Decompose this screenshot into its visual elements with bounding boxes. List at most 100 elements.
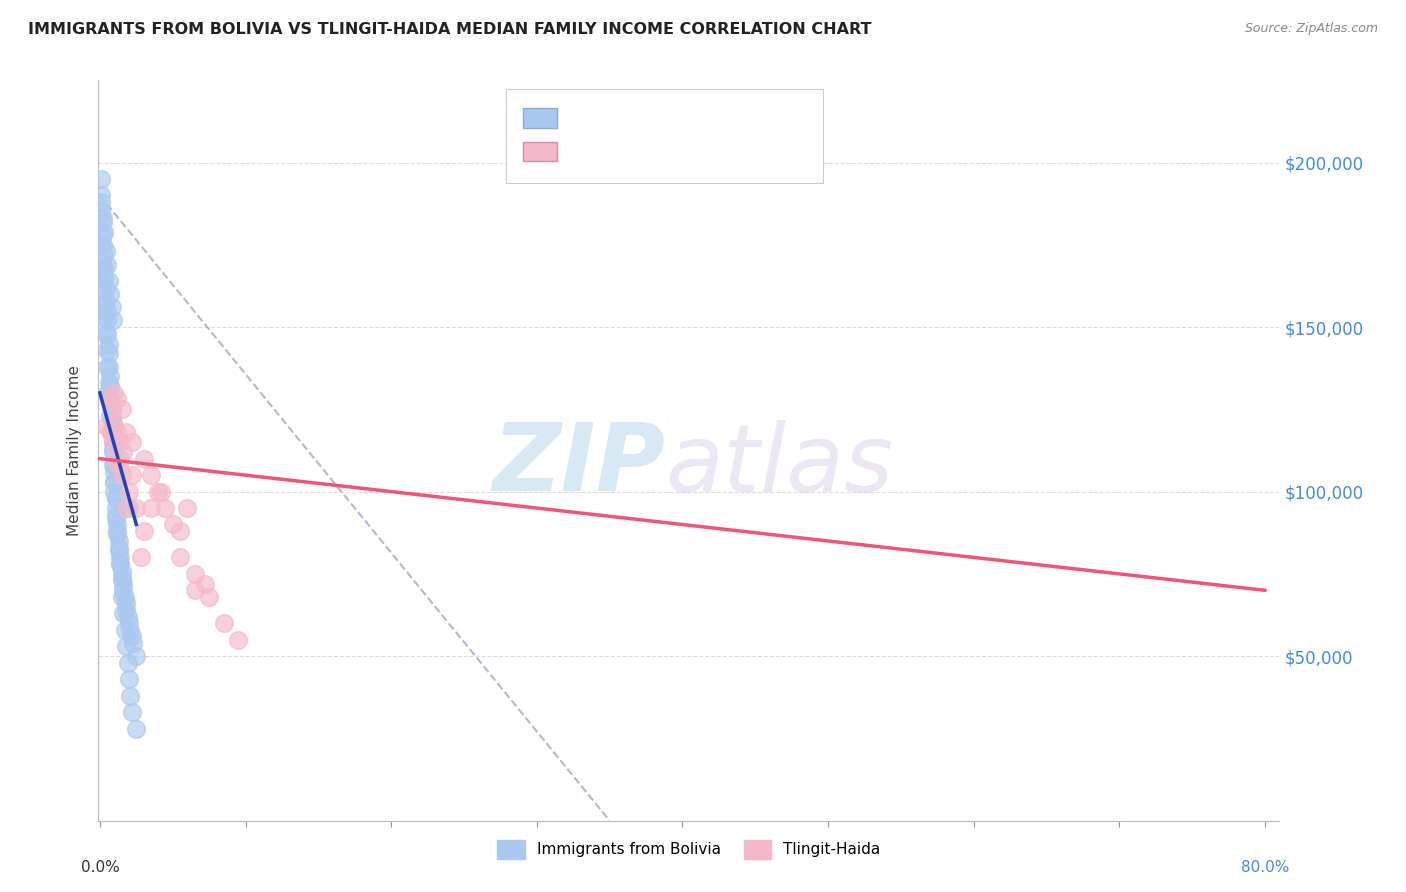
Point: [115, 425, 138, 440]
Text: R =: R =: [567, 109, 600, 123]
Point: [226, 632, 249, 647]
Point: [101, 458, 124, 473]
Point: [103, 484, 125, 499]
Point: [101, 435, 124, 450]
Point: [120, 689, 142, 703]
Point: [105, 527, 128, 541]
Point: [103, 418, 125, 433]
Point: [96, 313, 118, 327]
Point: [132, 451, 155, 466]
Point: [93, 297, 115, 311]
Point: [98, 392, 121, 407]
Point: [212, 616, 235, 631]
Point: [110, 557, 132, 571]
Point: [183, 583, 205, 598]
Point: [103, 475, 125, 489]
Point: [100, 425, 122, 440]
Point: [96, 343, 118, 357]
Text: 0.0%: 0.0%: [80, 860, 120, 875]
Point: [94, 244, 117, 259]
Point: [100, 425, 122, 440]
Point: [118, 616, 141, 631]
Point: [98, 369, 121, 384]
Point: [96, 326, 118, 341]
Point: [98, 379, 121, 393]
Point: [97, 274, 120, 288]
Point: [93, 270, 115, 285]
Point: [108, 533, 131, 548]
Text: -0.190: -0.190: [595, 109, 650, 123]
Point: [94, 326, 117, 341]
Point: [176, 501, 198, 516]
Point: [100, 402, 122, 417]
Legend: Immigrants from Bolivia, Tlingit-Haida: Immigrants from Bolivia, Tlingit-Haida: [491, 834, 887, 865]
Point: [194, 576, 217, 591]
Point: [91, 211, 114, 226]
Point: [100, 301, 122, 315]
Point: [122, 636, 145, 650]
Point: [132, 524, 155, 538]
Point: [104, 491, 127, 505]
Point: [118, 672, 141, 686]
Point: [111, 468, 134, 483]
Point: [118, 501, 141, 516]
Point: [90, 194, 112, 209]
Point: [98, 409, 121, 423]
Point: [183, 566, 205, 581]
Point: [103, 418, 125, 433]
Point: [115, 639, 138, 653]
Point: [111, 402, 134, 417]
Point: [91, 260, 114, 275]
Point: [103, 385, 125, 400]
Point: [146, 484, 169, 499]
Point: [115, 603, 138, 617]
Y-axis label: Median Family Income: Median Family Income: [67, 365, 83, 536]
Point: [121, 468, 143, 483]
Point: [103, 465, 125, 479]
Point: [101, 442, 124, 456]
Point: [93, 248, 115, 262]
Point: [162, 517, 184, 532]
Point: [97, 359, 120, 374]
Point: [104, 451, 127, 466]
Point: [103, 475, 125, 489]
Point: [96, 258, 118, 272]
Point: [111, 574, 134, 588]
Text: R =: R =: [567, 143, 600, 157]
Point: [112, 576, 135, 591]
Text: 39: 39: [707, 143, 728, 157]
Point: [100, 402, 122, 417]
Point: [97, 376, 120, 390]
Point: [98, 287, 121, 301]
Point: [115, 597, 138, 611]
Point: [114, 590, 136, 604]
Text: N =: N =: [679, 143, 713, 157]
Point: [98, 392, 121, 407]
Point: [112, 445, 135, 459]
Point: [105, 425, 128, 440]
Text: Source: ZipAtlas.com: Source: ZipAtlas.com: [1244, 22, 1378, 36]
Point: [90, 188, 112, 202]
Point: [101, 313, 124, 327]
Point: [105, 392, 128, 407]
Point: [96, 303, 118, 318]
Text: N =: N =: [679, 109, 713, 123]
Point: [91, 277, 114, 292]
Point: [90, 237, 112, 252]
Point: [111, 570, 134, 584]
Point: [93, 260, 115, 275]
Point: [104, 511, 127, 525]
Point: [129, 550, 152, 565]
Point: [169, 550, 191, 565]
Text: IMMIGRANTS FROM BOLIVIA VS TLINGIT-HAIDA MEDIAN FAMILY INCOME CORRELATION CHART: IMMIGRANTS FROM BOLIVIA VS TLINGIT-HAIDA…: [28, 22, 872, 37]
Point: [96, 385, 118, 400]
Point: [112, 583, 135, 598]
Point: [97, 336, 120, 351]
Point: [139, 468, 162, 483]
Point: [114, 623, 136, 637]
Point: [118, 484, 141, 499]
Point: [110, 550, 132, 565]
Point: [117, 609, 139, 624]
Point: [121, 705, 143, 719]
Point: [111, 590, 134, 604]
